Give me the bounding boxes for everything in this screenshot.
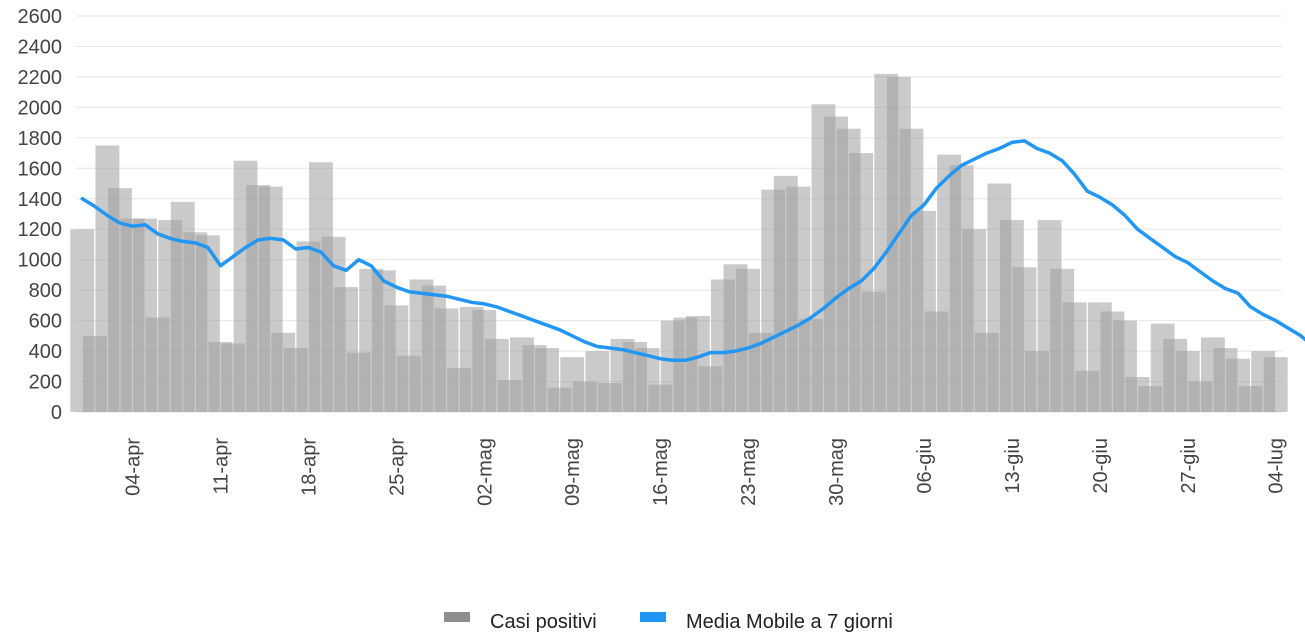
x-tick-label: 16-mag [650, 438, 672, 506]
legend-swatch-casi-positivi [444, 612, 470, 622]
y-tick-label: 2000 [18, 97, 63, 119]
x-tick-label: 23-mag [738, 438, 760, 506]
x-axis-ticks: 04-apr 11-apr 18-apr 25-apr 02-mag 09-mag 16-m… [123, 438, 1288, 506]
line-series-media-mobile [80, 139, 1305, 362]
x-tick-label: 20-giu [1090, 438, 1112, 494]
x-tick-label: 04-apr [123, 438, 145, 496]
y-tick-label: 2400 [18, 36, 63, 58]
y-tick-label: 2200 [18, 67, 63, 89]
x-tick-label: 02-mag [474, 438, 496, 506]
y-tick-label: 0 [51, 402, 62, 424]
line-media-mobile [80, 139, 1305, 362]
x-tick-label: 30-mag [826, 438, 848, 506]
y-tick-label: 600 [29, 311, 62, 333]
legend-label-media-mobile: Media Mobile a 7 giorni [686, 611, 893, 633]
x-tick-label: 11-apr [211, 438, 233, 495]
y-tick-label: 1000 [18, 250, 63, 272]
legend-swatch-media-mobile [640, 612, 666, 622]
y-tick-label: 2600 [18, 6, 63, 28]
x-tick-label: 09-mag [562, 438, 584, 506]
y-tick-label: 400 [29, 341, 62, 363]
x-tick-label: 13-giu [1002, 438, 1024, 494]
y-tick-label: 1200 [18, 219, 63, 241]
legend: Casi positivi Media Mobile a 7 giorni [444, 611, 893, 633]
x-tick-label: 06-giu [914, 438, 936, 494]
y-tick-label: 200 [29, 372, 62, 394]
y-tick-label: 1600 [18, 158, 63, 180]
y-tick-label: 1800 [18, 128, 63, 150]
x-tick-label: 04-lug [1266, 438, 1288, 494]
bar [1263, 357, 1288, 412]
x-tick-label: 18-apr [298, 438, 320, 496]
y-tick-label: 1400 [18, 189, 63, 211]
x-tick-label: 27-giu [1178, 438, 1200, 494]
y-axis-ticks: 0 200 400 600 800 1000 1200 1400 1600 1800 2000 220… [18, 6, 63, 424]
x-tick-label: 25-apr [386, 438, 408, 496]
y-tick-label: 800 [29, 280, 62, 302]
legend-label-casi-positivi: Casi positivi [490, 611, 597, 633]
